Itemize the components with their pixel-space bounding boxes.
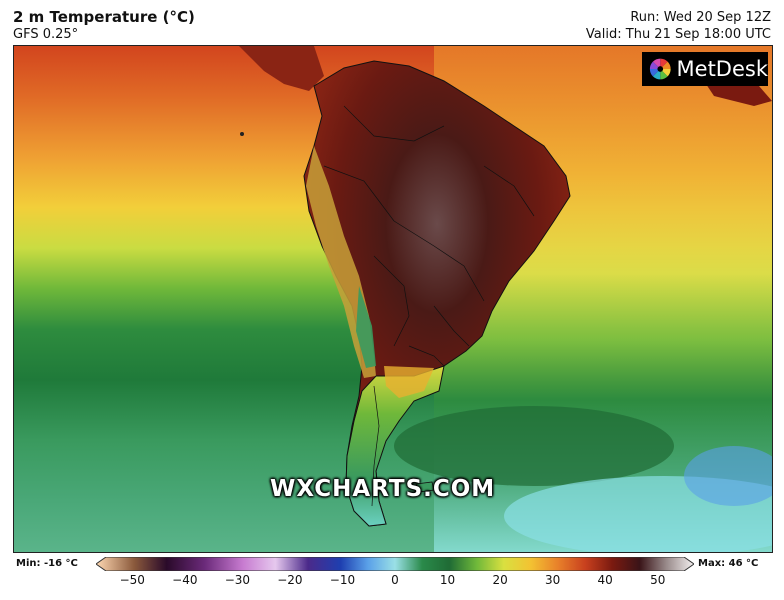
- chart-title: 2 m Temperature (°C): [13, 8, 195, 26]
- colorbar-tick-label: −50: [119, 573, 145, 587]
- model-label: GFS 0.25°: [13, 27, 79, 42]
- colorbar-tick-label: −40: [172, 573, 198, 587]
- colorbar-tick-label: −30: [224, 573, 251, 587]
- temperature-map[interactable]: MetDesk: [13, 45, 773, 553]
- metdesk-logo: MetDesk: [642, 52, 768, 86]
- colorbar: [96, 557, 694, 571]
- colorbar-tick-label: 20: [492, 573, 508, 587]
- legend-min-label: Min: -16 °C: [16, 558, 78, 569]
- colorbar-tick-label: 30: [544, 573, 561, 587]
- falkland-islands: [415, 481, 435, 493]
- colorbar-tick-label: 0: [391, 573, 399, 587]
- colorbar-tick-label: −20: [277, 573, 303, 587]
- colorbar-tick-label: −10: [329, 573, 356, 587]
- atlantic-cool-band: [394, 406, 674, 486]
- africa-edge-land: [704, 81, 772, 106]
- metdesk-logo-icon: [649, 58, 671, 80]
- colorbar-tick-label: 50: [650, 573, 666, 587]
- metdesk-logo-text: MetDesk: [676, 57, 768, 81]
- valid-time: Valid: Thu 21 Sep 18:00 UTC: [585, 27, 771, 42]
- wxcharts-watermark: WXCHARTS.COM: [270, 476, 496, 502]
- galapagos-islands: [240, 132, 244, 136]
- central-america-land: [239, 46, 324, 91]
- andes-cool-strip: [356, 286, 376, 368]
- legend-max-label: Max: 46 °C: [698, 558, 759, 569]
- pampas-warm: [384, 366, 434, 398]
- colorbar-tick-label: 10: [439, 573, 456, 587]
- southern-cold-core: [684, 446, 772, 506]
- run-time: Run: Wed 20 Sep 12Z: [630, 10, 771, 25]
- colorbar-tick-label: 40: [597, 573, 613, 587]
- colorbar-scale: [96, 557, 694, 571]
- southern-cone-land: [345, 365, 445, 527]
- map-canvas: [14, 46, 772, 552]
- country-borders: [323, 105, 535, 507]
